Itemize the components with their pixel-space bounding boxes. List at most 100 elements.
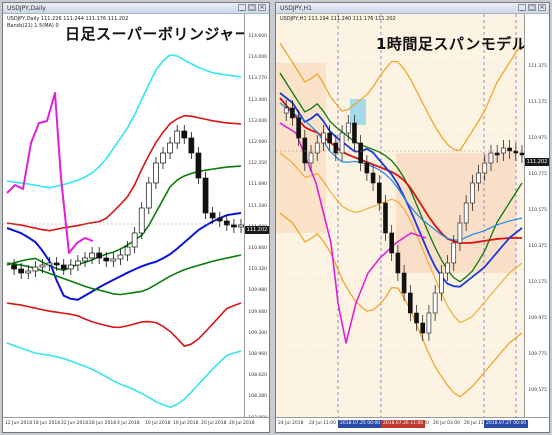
candle-body bbox=[53, 262, 60, 266]
price-label: 110.575 bbox=[528, 208, 547, 213]
candle-body bbox=[174, 130, 181, 144]
candle-body bbox=[395, 252, 401, 274]
upper-3sigma-band bbox=[6, 54, 242, 189]
candle-body bbox=[89, 252, 95, 259]
daily-window-title: USDJPY,Daily bbox=[7, 5, 46, 12]
time-label: 28 Jun 2018 bbox=[89, 421, 117, 426]
daily-chart-window[interactable]: USDJPY,Daily _ □ × USDJPY,Daily 111.226 … bbox=[2, 2, 270, 433]
candle-body bbox=[209, 212, 216, 219]
daily-chart-canvas[interactable] bbox=[3, 3, 270, 433]
price-label: 113.400 bbox=[248, 97, 267, 103]
daily-time-axis[interactable]: 12 Jun 2018 18 Jun 2018 22 Jun 2018 28 Jun … bbox=[3, 417, 269, 432]
candle-body bbox=[364, 162, 370, 174]
candle-body bbox=[153, 162, 159, 184]
candle-body bbox=[513, 150, 519, 154]
candle-body bbox=[401, 272, 407, 294]
time-label: 12 Jun 2018 bbox=[5, 421, 33, 426]
price-label: 111.375 bbox=[528, 64, 547, 69]
candle-body bbox=[124, 246, 131, 256]
candle-body bbox=[370, 172, 376, 184]
price-label: 108.280 bbox=[248, 394, 267, 400]
candle-body bbox=[296, 117, 301, 139]
conversion-line bbox=[279, 102, 523, 241]
hourly-price-axis[interactable]: 111.375 111.175 110.975 110.775 110.575 110.3… bbox=[524, 14, 549, 429]
upper-1sigma-band bbox=[6, 165, 242, 272]
candle-body bbox=[32, 266, 39, 272]
daily-price-axis[interactable]: 114.600 114.000 113.770 113.400 113.040 112.6… bbox=[244, 14, 269, 421]
price-label: 110.975 bbox=[528, 136, 547, 141]
candle-body bbox=[333, 142, 339, 154]
daily-current-price-tag: 111.202 bbox=[245, 226, 269, 234]
price-label: 110.175 bbox=[528, 280, 547, 285]
price-label: 110.375 bbox=[528, 244, 547, 249]
time-label: 26 Jul 2018 bbox=[229, 421, 255, 426]
candle-body bbox=[383, 202, 388, 234]
candle-body bbox=[501, 147, 506, 154]
candle-body bbox=[283, 107, 289, 114]
maximize-icon[interactable]: □ bbox=[248, 4, 256, 11]
lower-1sigma-band bbox=[6, 254, 242, 296]
candle-body bbox=[439, 272, 444, 294]
daily-overlay-title: 日足スーパーボリンジャー bbox=[65, 25, 251, 43]
candle-body bbox=[46, 262, 53, 266]
hourly-current-price-tag: 111.202 bbox=[525, 158, 549, 166]
candle-body bbox=[231, 224, 237, 228]
lagging-span-line bbox=[6, 92, 94, 254]
candle-body bbox=[352, 122, 357, 144]
candle-body bbox=[408, 292, 413, 314]
time-label: 24 Jul 2018 bbox=[278, 421, 304, 426]
candle-body bbox=[476, 172, 481, 184]
time-label: 4 Jul 2018 bbox=[117, 421, 140, 426]
close-icon[interactable]: × bbox=[538, 4, 546, 11]
base-line bbox=[279, 72, 523, 283]
daily-window-buttons: _ □ × bbox=[238, 4, 266, 11]
candle-body bbox=[426, 312, 432, 334]
span-a-line bbox=[279, 92, 523, 288]
candle-body bbox=[195, 152, 202, 179]
price-label: 110.320 bbox=[248, 267, 267, 273]
minimize-icon[interactable]: _ bbox=[518, 4, 526, 11]
hourly-chart-window[interactable]: USDJPY,H1 _ □ × USDJPY,H1 111.194 111.24… bbox=[275, 2, 550, 433]
time-label: 16 Jul 2018 bbox=[173, 421, 199, 426]
hourly-window-titlebar[interactable]: USDJPY,H1 _ □ × bbox=[276, 3, 549, 14]
price-label: 111.340 bbox=[248, 203, 267, 209]
candle-body bbox=[202, 177, 209, 214]
price-label: 111.175 bbox=[528, 100, 547, 105]
candle-body bbox=[488, 152, 494, 164]
candle-body bbox=[414, 312, 419, 324]
candle-body bbox=[18, 268, 25, 274]
mid-span-band bbox=[279, 152, 523, 323]
daily-window-titlebar[interactable]: USDJPY,Daily _ □ × bbox=[3, 3, 269, 14]
price-label: 108.620 bbox=[248, 373, 267, 379]
price-label: 113.770 bbox=[248, 76, 267, 82]
candle-body bbox=[138, 207, 145, 234]
daily-indicator-readout: Bands(21) 1.5(MA) 0 bbox=[7, 23, 59, 29]
candle-body bbox=[110, 258, 117, 262]
price-label: 109.575 bbox=[528, 388, 547, 393]
lower-2sigma-band bbox=[6, 302, 242, 347]
hourly-window-title: USDJPY,H1 bbox=[280, 5, 312, 12]
price-label: 109.660 bbox=[248, 309, 267, 315]
candle-body bbox=[345, 122, 351, 134]
price-label: 109.980 bbox=[248, 288, 267, 294]
price-label: 112.690 bbox=[248, 140, 267, 145]
time-label: 26 Jul 11:00 bbox=[464, 421, 491, 426]
candle-body bbox=[321, 132, 326, 144]
lower-span-band bbox=[279, 212, 523, 398]
middle-band bbox=[6, 212, 242, 301]
price-label: 113.040 bbox=[248, 118, 267, 124]
maximize-icon[interactable]: □ bbox=[528, 4, 536, 11]
candle-body bbox=[290, 107, 295, 119]
time-label: 22 Jun 2018 bbox=[61, 421, 89, 426]
minimize-icon[interactable]: _ bbox=[238, 4, 246, 11]
price-label: 110.775 bbox=[528, 172, 547, 177]
upper-2sigma-band bbox=[6, 114, 242, 232]
hourly-chart-canvas[interactable] bbox=[276, 3, 550, 433]
close-icon[interactable]: × bbox=[258, 4, 266, 11]
price-label: 111.690 bbox=[248, 182, 267, 188]
candle-body bbox=[223, 220, 230, 226]
time-marker: 2018.07.27 00:00 bbox=[484, 420, 529, 428]
candle-body bbox=[167, 142, 173, 154]
hourly-overlay-title: 1時間足スパンモデル bbox=[376, 35, 528, 53]
